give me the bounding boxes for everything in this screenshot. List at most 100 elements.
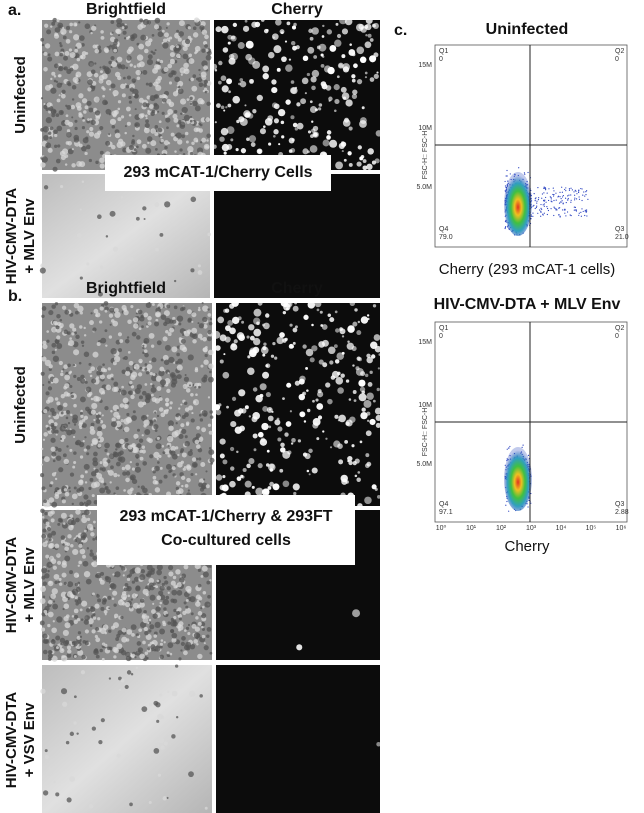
cell [272, 33, 279, 40]
cell [136, 607, 142, 614]
cell [104, 442, 110, 449]
cell [162, 336, 168, 342]
cell [313, 132, 318, 137]
cell [66, 542, 71, 547]
cell [69, 337, 72, 340]
cell [128, 144, 135, 151]
cell [56, 313, 61, 319]
cell [75, 517, 80, 523]
cell [340, 373, 345, 378]
cell [90, 409, 96, 415]
quadrant-name: Q4 [439, 226, 448, 233]
cell [189, 448, 193, 452]
cell [83, 334, 87, 337]
event-dot [573, 191, 575, 193]
cell [69, 472, 75, 477]
cell [180, 475, 186, 480]
cell [91, 592, 95, 596]
cell [136, 428, 140, 432]
event-dot [559, 191, 561, 193]
cell [65, 410, 71, 415]
cell [291, 25, 297, 30]
event-dot [559, 216, 561, 218]
cell [175, 664, 179, 668]
cell [246, 463, 251, 469]
cell [40, 508, 45, 514]
event-dot [539, 209, 541, 211]
cell [156, 386, 162, 391]
cell [160, 136, 163, 139]
event-dot [582, 210, 584, 213]
cell [74, 23, 78, 27]
cell [200, 621, 206, 627]
event-dot [553, 214, 555, 217]
cell [43, 51, 48, 56]
cell [90, 532, 95, 537]
cell [127, 319, 132, 324]
cell [130, 394, 135, 400]
cell [120, 389, 127, 396]
cell [142, 461, 147, 466]
cell [123, 37, 127, 40]
cell [167, 690, 170, 694]
cell [248, 415, 252, 418]
cell [60, 372, 64, 377]
cell [345, 419, 353, 427]
cell [150, 387, 157, 393]
cell [77, 581, 81, 585]
event-dot [578, 196, 580, 198]
cell [210, 462, 214, 465]
cell [147, 54, 153, 60]
cell [63, 364, 68, 370]
cell [229, 446, 235, 452]
cell [131, 139, 135, 143]
cell [78, 560, 83, 565]
cell [255, 394, 263, 403]
cell [73, 331, 77, 335]
cell [62, 26, 65, 29]
cell [126, 75, 132, 80]
cell [311, 467, 318, 474]
cell [89, 118, 93, 121]
cell [104, 448, 108, 453]
cell [105, 108, 112, 115]
cell [172, 621, 178, 627]
cell [113, 381, 119, 387]
cell [180, 112, 183, 116]
cell [120, 678, 125, 683]
cell [195, 77, 199, 81]
cell [51, 472, 56, 477]
cell [190, 472, 194, 477]
cell [204, 806, 208, 810]
cell [164, 448, 171, 455]
cell [157, 110, 160, 113]
cell [93, 500, 99, 505]
brightfield-image [39, 174, 211, 298]
cell [134, 123, 138, 127]
cell [376, 387, 380, 392]
cell [104, 309, 108, 313]
cell [129, 256, 134, 262]
cell [94, 634, 98, 639]
event-dot [509, 173, 511, 175]
cell [77, 643, 80, 647]
cell [66, 105, 72, 110]
cell [107, 646, 111, 651]
cell [61, 648, 64, 652]
cell [203, 645, 209, 651]
cell [231, 316, 240, 325]
cell [127, 350, 131, 354]
cell [104, 101, 108, 105]
cell [207, 232, 211, 237]
cell [286, 21, 291, 26]
cell [88, 107, 94, 113]
cell [69, 385, 73, 388]
cell [60, 93, 66, 99]
cell [46, 264, 50, 268]
cell [97, 45, 102, 50]
cell [205, 484, 210, 489]
cell [39, 598, 46, 604]
cell [176, 124, 180, 128]
cell [88, 803, 94, 809]
cell [214, 121, 217, 124]
